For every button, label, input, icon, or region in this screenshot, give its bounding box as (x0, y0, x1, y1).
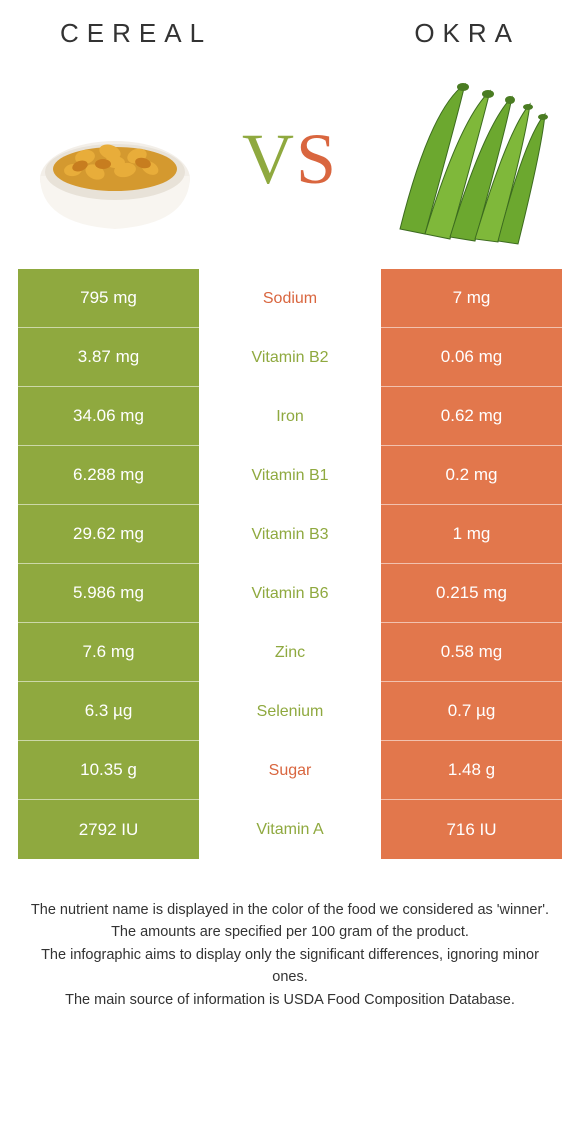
cereal-image (20, 74, 210, 244)
footer-line: The nutrient name is displayed in the co… (28, 899, 552, 921)
right-value-cell: 0.62 mg (381, 387, 562, 446)
table-row: 6.288 mgVitamin B10.2 mg (18, 446, 562, 505)
vs-label: VS (242, 118, 338, 201)
left-value-cell: 3.87 mg (18, 328, 199, 387)
table-row: 6.3 µgSelenium0.7 µg (18, 682, 562, 741)
footer-notes: The nutrient name is displayed in the co… (0, 859, 580, 1011)
nutrient-label-cell: Vitamin B1 (199, 446, 381, 505)
nutrient-label-cell: Vitamin B6 (199, 564, 381, 623)
nutrient-label-cell: Iron (199, 387, 381, 446)
right-value-cell: 0.2 mg (381, 446, 562, 505)
right-value-cell: 1 mg (381, 505, 562, 564)
comparison-table: 795 mgSodium7 mg3.87 mgVitamin B20.06 mg… (18, 269, 562, 859)
footer-line: The amounts are specified per 100 gram o… (28, 921, 552, 943)
table-row: 7.6 mgZinc0.58 mg (18, 623, 562, 682)
left-value-cell: 5.986 mg (18, 564, 199, 623)
right-value-cell: 0.7 µg (381, 682, 562, 741)
right-value-cell: 7 mg (381, 269, 562, 328)
cereal-bowl-icon (25, 84, 205, 234)
left-value-cell: 2792 IU (18, 800, 199, 859)
left-value-cell: 29.62 mg (18, 505, 199, 564)
table-row: 3.87 mgVitamin B20.06 mg (18, 328, 562, 387)
right-value-cell: 716 IU (381, 800, 562, 859)
table-row: 795 mgSodium7 mg (18, 269, 562, 328)
nutrient-label-cell: Vitamin A (199, 800, 381, 859)
footer-line: The infographic aims to display only the… (28, 944, 552, 989)
table-row: 10.35 gSugar1.48 g (18, 741, 562, 800)
right-value-cell: 0.215 mg (381, 564, 562, 623)
left-value-cell: 795 mg (18, 269, 199, 328)
okra-image (370, 74, 560, 244)
left-value-cell: 10.35 g (18, 741, 199, 800)
table-row: 2792 IUVitamin A716 IU (18, 800, 562, 859)
table-row: 34.06 mgIron0.62 mg (18, 387, 562, 446)
left-value-cell: 6.3 µg (18, 682, 199, 741)
okra-icon (370, 69, 560, 249)
right-value-cell: 0.58 mg (381, 623, 562, 682)
right-food-title: OKRA (414, 18, 520, 49)
nutrient-label-cell: Sugar (199, 741, 381, 800)
nutrient-label-cell: Vitamin B3 (199, 505, 381, 564)
images-row: VS (0, 59, 580, 269)
left-value-cell: 7.6 mg (18, 623, 199, 682)
vs-s-letter: S (296, 119, 338, 199)
right-value-cell: 1.48 g (381, 741, 562, 800)
left-food-title: CEREAL (60, 18, 212, 49)
table-row: 29.62 mgVitamin B31 mg (18, 505, 562, 564)
footer-line: The main source of information is USDA F… (28, 989, 552, 1011)
left-value-cell: 34.06 mg (18, 387, 199, 446)
nutrient-label-cell: Vitamin B2 (199, 328, 381, 387)
header-row: CEREAL OKRA (0, 0, 580, 59)
vs-v-letter: V (242, 119, 296, 199)
table-row: 5.986 mgVitamin B60.215 mg (18, 564, 562, 623)
nutrient-label-cell: Selenium (199, 682, 381, 741)
right-value-cell: 0.06 mg (381, 328, 562, 387)
nutrient-label-cell: Zinc (199, 623, 381, 682)
nutrient-label-cell: Sodium (199, 269, 381, 328)
left-value-cell: 6.288 mg (18, 446, 199, 505)
